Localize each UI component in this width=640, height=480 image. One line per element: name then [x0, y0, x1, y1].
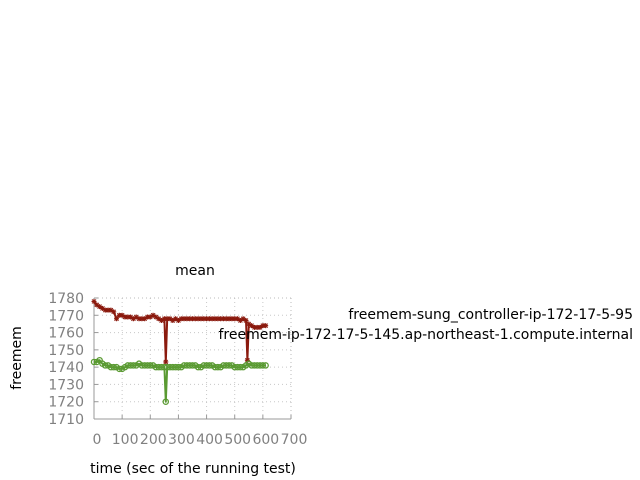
data-point-2: [116, 365, 123, 373]
star-stroke: [156, 316, 162, 322]
y-tick-label: 1740: [48, 360, 84, 376]
data-point-1: [111, 309, 117, 315]
data-point-2: [225, 362, 233, 369]
star-stroke: [133, 314, 139, 320]
x-tick-label: 600: [252, 432, 279, 448]
x-tick-label: 400: [196, 432, 223, 448]
star-stroke: [128, 314, 133, 320]
data-point-2: [102, 362, 109, 369]
data-point-1: [163, 359, 169, 365]
chart-title: mean: [175, 263, 215, 279]
x-tick-label: 700: [281, 432, 308, 448]
y-tick-label: 1720: [48, 395, 84, 411]
star-stroke: [97, 304, 102, 309]
star-stroke: [119, 312, 125, 318]
star-stroke: [263, 323, 269, 329]
star-stroke: [111, 309, 117, 315]
y-tick-label: 1710: [48, 412, 84, 428]
star-stroke: [246, 321, 252, 327]
data-point-2: [130, 362, 137, 369]
star-stroke: [249, 323, 254, 329]
data-point-1: [246, 321, 252, 327]
star-stroke: [240, 316, 246, 322]
series-group: [90, 298, 269, 405]
data-point-2: [110, 363, 117, 371]
data-point-2: [214, 363, 222, 371]
legend-entry-2: freemem-ip-172-17-5-145.ap-northeast-1.c…: [218, 327, 633, 343]
x-tick-label: 500: [224, 432, 251, 448]
y-tick-label: 1770: [48, 308, 84, 324]
x-axis-label: time (sec of the running test): [90, 461, 296, 477]
star-stroke: [163, 359, 169, 365]
star-stroke: [108, 307, 114, 313]
data-point-2: [262, 362, 269, 369]
star-stroke: [167, 316, 173, 322]
data-point-1: [240, 316, 246, 322]
data-point-2: [147, 362, 154, 369]
data-point-2: [259, 362, 267, 369]
y-axis-label: freemem: [9, 326, 25, 390]
x-tick-label: 0: [93, 432, 102, 448]
star-stroke: [153, 314, 159, 320]
data-point-2: [194, 363, 202, 371]
y-tick-label: 1780: [48, 291, 84, 307]
data-point-2: [206, 362, 213, 369]
x-tick-label: 300: [168, 432, 195, 448]
data-point-1: [263, 323, 269, 329]
data-point-2: [90, 358, 98, 366]
x-tick-label: 100: [112, 432, 139, 448]
y-tick-label: 1750: [48, 343, 84, 359]
star-stroke: [235, 316, 240, 322]
star-stroke: [94, 302, 100, 308]
x-tick-labels: 0 100 200 300 400 500 600 700: [93, 432, 308, 448]
data-point-2: [175, 363, 182, 371]
star-stroke: [173, 316, 178, 322]
data-point-2: [237, 363, 244, 371]
x-tick-label: 200: [140, 432, 167, 448]
star-stroke: [100, 306, 105, 311]
star-stroke: [91, 299, 97, 304]
axes: [93, 297, 292, 420]
legend-entry-1: freemem-sung_controller-ip-172-17-5-95: [348, 307, 633, 323]
data-point-2: [162, 398, 170, 405]
data-point-2: [189, 362, 196, 369]
y-tick-label: 1760: [48, 326, 84, 342]
y-tick-label: 1730: [48, 377, 84, 393]
star-stroke: [243, 318, 249, 323]
star-stroke: [150, 312, 156, 318]
star-stroke: [245, 357, 250, 363]
